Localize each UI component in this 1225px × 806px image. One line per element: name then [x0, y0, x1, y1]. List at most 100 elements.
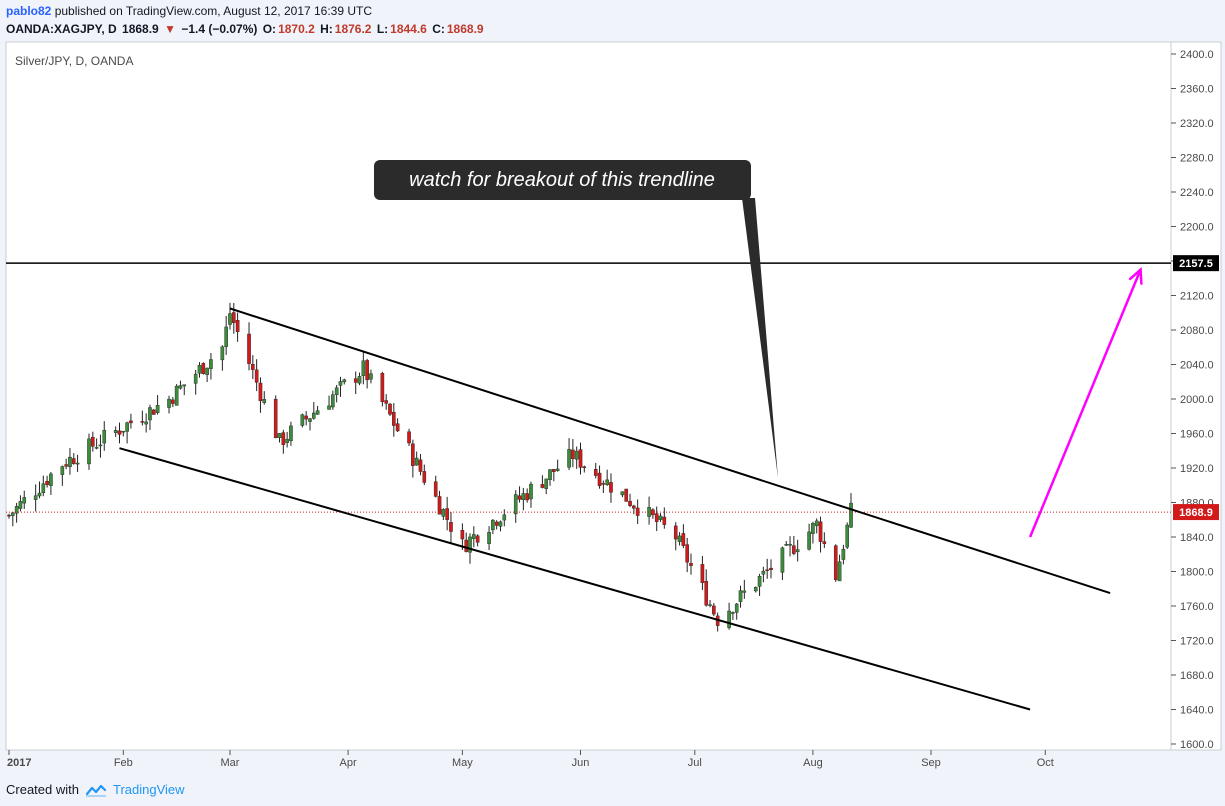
- candle-body: [460, 530, 465, 540]
- x-tick-label: Aug: [803, 757, 823, 769]
- y-tick-label: 2320.0: [1180, 118, 1214, 130]
- candle-body: [475, 535, 480, 543]
- candle-body: [193, 373, 198, 384]
- candle-body: [197, 365, 202, 374]
- candle-body: [753, 587, 758, 592]
- candle-body: [525, 493, 529, 501]
- candle-body: [228, 313, 232, 325]
- candle-body: [205, 367, 209, 375]
- current-price-tag: [1173, 504, 1219, 521]
- candle-body: [521, 493, 526, 501]
- candle-body: [125, 422, 129, 432]
- y-tick-label: 1600.0: [1180, 739, 1214, 751]
- candle-body: [148, 407, 152, 421]
- tradingview-logo-icon[interactable]: [85, 783, 107, 797]
- x-tick-label: May: [452, 757, 473, 769]
- ohlc-bar: OANDA:XAGJPY, D 1868.9 ▼ −1.4 (−0.07%) O…: [6, 21, 486, 38]
- candle-body: [129, 420, 133, 424]
- candle-body: [60, 466, 65, 475]
- candle-body: [37, 492, 42, 497]
- candle-body: [45, 480, 49, 485]
- candle-body: [841, 548, 846, 560]
- candle-body: [182, 384, 187, 387]
- symbol-label: OANDA:XAGJPY, D: [6, 22, 117, 36]
- candle-body: [837, 561, 842, 582]
- candle-body: [11, 512, 15, 516]
- y-tick-label: 2200.0: [1180, 222, 1214, 234]
- candle-body: [353, 378, 358, 383]
- candle-body: [689, 563, 693, 566]
- candle-body: [845, 524, 849, 548]
- candle-body: [71, 458, 76, 464]
- created-with-label: Created with: [6, 782, 79, 797]
- candle-body: [75, 462, 80, 465]
- candle-body: [7, 514, 11, 517]
- candle-body: [251, 364, 255, 370]
- callout-text: watch for breakout of this trendline: [409, 169, 715, 191]
- candle-body: [552, 469, 556, 472]
- drawing-overlays: 2157.5 1868.9 watch for breakout of this t…: [6, 160, 1219, 711]
- candle-body: [555, 468, 560, 471]
- candle-body: [734, 603, 739, 613]
- candle-body: [201, 363, 206, 374]
- candle-body: [727, 610, 731, 628]
- candle-body: [788, 543, 792, 546]
- candle-body: [209, 359, 213, 369]
- y-tick-label: 2040.0: [1180, 360, 1214, 372]
- trendline-lower-channel: [119, 447, 1031, 711]
- x-axis[interactable]: 2017 Feb Mar Apr May Jun Jul Aug Sep Oct: [7, 750, 1054, 769]
- candle-body: [708, 604, 712, 606]
- candle-body: [620, 491, 625, 496]
- candle-body: [624, 488, 629, 502]
- annotation-callout: watch for breakout of this trendline: [374, 160, 778, 478]
- callout-box: [374, 160, 751, 200]
- candle-body: [700, 564, 705, 583]
- down-arrow-icon: ▼: [164, 22, 176, 36]
- open-label: O:: [262, 22, 277, 36]
- candle-body: [433, 481, 438, 497]
- candle-body: [811, 523, 815, 534]
- publish-info: published on TradingView.com, August 12,…: [54, 4, 373, 18]
- candle-body: [597, 472, 602, 486]
- x-tick-label: Jun: [572, 757, 590, 769]
- candle-body: [22, 497, 27, 504]
- candle-body: [140, 421, 145, 423]
- candle-body: [437, 496, 442, 515]
- low-value: 1844.6: [390, 22, 427, 36]
- candle-body: [300, 414, 305, 426]
- open-value: 1870.2: [278, 22, 315, 36]
- candle-body: [68, 456, 72, 468]
- high-label: H:: [320, 22, 333, 36]
- candle-body: [540, 484, 545, 488]
- candle-body: [14, 506, 19, 514]
- candle-body: [338, 381, 343, 386]
- candle-body: [784, 544, 789, 546]
- candle-body: [235, 320, 240, 332]
- candle-body: [445, 508, 449, 520]
- candle-body: [449, 522, 453, 532]
- y-tick-label: 1800.0: [1180, 567, 1214, 579]
- candle-body: [677, 535, 682, 542]
- y-tick-label: 1920.0: [1180, 463, 1214, 475]
- footer: Created with TradingView: [6, 782, 185, 797]
- y-axis[interactable]: 2400.02360.02320.02280.02240.02200.02160…: [1171, 49, 1214, 751]
- candle-body: [685, 544, 689, 563]
- candle-body: [312, 412, 316, 419]
- candle-body: [281, 432, 286, 445]
- tradingview-brand[interactable]: TradingView: [112, 782, 185, 797]
- y-tick-label: 2280.0: [1180, 153, 1214, 165]
- candle-body: [761, 570, 766, 575]
- y-tick-label: 2360.0: [1180, 84, 1214, 96]
- candle-body: [814, 520, 819, 527]
- y-tick-label: 1840.0: [1180, 532, 1214, 544]
- y-tick-label: 2120.0: [1180, 291, 1214, 303]
- candle-body: [468, 536, 472, 553]
- author-name[interactable]: pablo82: [6, 4, 52, 18]
- candle-body: [334, 387, 339, 396]
- candle-body: [681, 533, 686, 546]
- candle-body: [361, 360, 366, 376]
- candle-body: [769, 567, 773, 571]
- candle-body: [178, 385, 183, 389]
- candle-body: [472, 534, 476, 539]
